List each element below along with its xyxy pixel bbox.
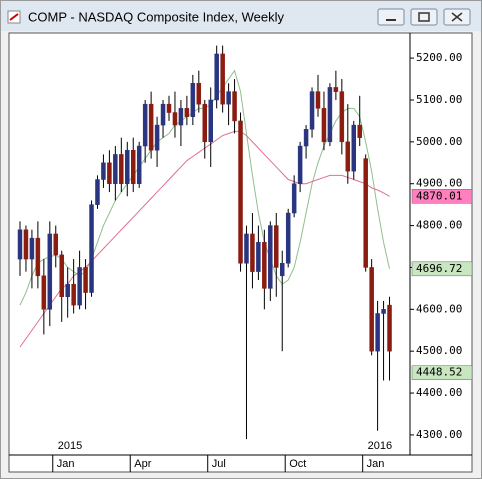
candle-body (17, 229, 23, 260)
candle-body (154, 124, 160, 151)
y-tick-label: 4300.00 (416, 428, 462, 441)
year-label: 2015 (58, 440, 82, 452)
price-label-box (411, 261, 473, 277)
x-tick-label: Jul (212, 458, 226, 470)
candle-body (315, 91, 321, 109)
candle-body (101, 162, 106, 180)
candle-body (309, 91, 315, 130)
minimize-button[interactable] (377, 8, 405, 26)
candle-body (172, 112, 178, 126)
candle-body (285, 212, 291, 264)
y-tick-label: 4500.00 (416, 344, 462, 357)
candle-body (291, 183, 297, 214)
candle-body (83, 267, 88, 293)
price-label: 4696.72 (416, 262, 462, 275)
candle-body (95, 179, 100, 205)
candle-body (262, 242, 267, 289)
candle-body (148, 103, 154, 151)
candle-body (345, 141, 351, 172)
candle-body (387, 304, 392, 352)
candle-body (190, 82, 196, 117)
candle-body (303, 129, 309, 147)
candle-body (274, 225, 279, 268)
y-tick-label: 4400.00 (416, 386, 462, 399)
y-tick-label: 4900.00 (416, 177, 462, 190)
candle-body (35, 237, 41, 277)
candle-body (369, 267, 374, 352)
candle-body (119, 154, 124, 184)
candle-body (375, 313, 380, 352)
price-label: 4448.52 (416, 366, 462, 379)
candle-body (220, 53, 225, 105)
candle-body (214, 53, 219, 101)
candle-body (125, 149, 130, 184)
candle-body (232, 91, 237, 122)
candle-body (130, 149, 136, 184)
price-label-box (411, 189, 473, 204)
window-icon (7, 10, 21, 24)
candle-body (107, 162, 112, 184)
candle-body (196, 82, 202, 105)
candle-body (381, 309, 386, 314)
price-label-box (411, 365, 473, 380)
candle-body (202, 103, 208, 143)
candle-body (53, 233, 59, 256)
candle-body (136, 145, 142, 184)
window-title: COMP - NASDAQ Composite Index, Weekly (28, 9, 284, 24)
price-label: 4870.01 (416, 189, 462, 202)
maximize-button[interactable] (410, 8, 438, 26)
y-tick-label: 5200.00 (416, 51, 462, 64)
candle-body (208, 99, 213, 143)
close-button[interactable] (443, 8, 471, 26)
candle-body (71, 283, 76, 306)
candle-body (113, 154, 118, 184)
candle-body (178, 108, 184, 126)
x-tick-label: Jan (57, 458, 75, 470)
candle-body (29, 237, 35, 260)
candle-body (160, 103, 166, 126)
candle-body (238, 120, 243, 264)
candle-body (244, 233, 249, 264)
candle-body (321, 108, 327, 143)
candle-body (41, 275, 47, 310)
candle-body (77, 267, 82, 306)
candle-body (65, 283, 70, 298)
candle-body (268, 225, 273, 289)
candle-body (250, 233, 255, 272)
x-tick-label: Oct (289, 458, 306, 470)
candle-body (351, 124, 357, 172)
candle-body (333, 87, 339, 92)
y-tick-label: 4600.00 (416, 302, 462, 315)
y-tick-label: 5000.00 (416, 135, 462, 148)
x-tick-label: Apr (134, 458, 151, 470)
candle-body (166, 103, 172, 113)
candle-body (279, 263, 285, 277)
y-tick-label: 5100.00 (416, 93, 462, 106)
candle-body (89, 204, 94, 293)
candle-body (184, 108, 190, 117)
candle-body (142, 103, 148, 147)
x-tick-label: Jan (367, 458, 385, 470)
candle-body (297, 145, 303, 184)
candle-body (23, 229, 29, 260)
candle-body (47, 233, 53, 310)
y-tick-label: 4800.00 (416, 219, 462, 232)
candle-body (256, 242, 261, 272)
candle-body (327, 87, 333, 143)
candle-body (226, 91, 231, 105)
candle-body (339, 91, 345, 143)
candle-body (59, 254, 64, 297)
year-label: 2016 (368, 440, 392, 452)
candle-body (363, 158, 368, 268)
candle-body (357, 124, 362, 138)
